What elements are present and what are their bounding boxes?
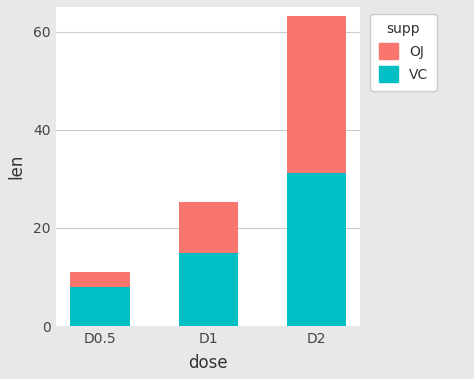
Y-axis label: len: len	[7, 154, 25, 179]
Bar	[179, 202, 238, 253]
X-axis label: dose: dose	[189, 354, 228, 372]
Bar	[287, 16, 346, 173]
Bar	[179, 253, 238, 326]
Bar	[70, 287, 130, 326]
Bar	[287, 173, 346, 326]
Legend: OJ, VC: OJ, VC	[370, 14, 437, 91]
Bar	[70, 272, 130, 287]
